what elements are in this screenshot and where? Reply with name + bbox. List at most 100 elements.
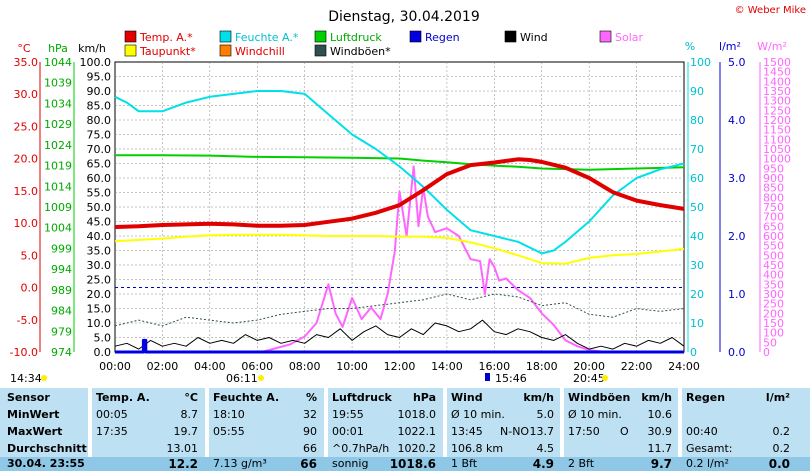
legend-swatch [314, 44, 327, 57]
wind-value-cell: 4.9 [532, 457, 554, 471]
wind-tick-label: 50.0 [87, 201, 112, 214]
solar-tick-label: 900 [763, 172, 784, 185]
wind-tick-label: 40.0 [87, 230, 112, 243]
solar-tick-label: 1350 [763, 85, 791, 98]
solar-tick-label: 50 [763, 336, 777, 349]
chart-legend: Temp. A.* Feuchte A.* Luftdruck Regen Wind So… [124, 30, 644, 58]
legend-label: Windchill [235, 45, 285, 58]
x-tick-label: 12:00 [384, 360, 416, 373]
pressure-tick-label: 1044 [44, 56, 72, 69]
wind-info-cell: 13:45 [451, 425, 483, 438]
stats-row: 30.04. 23:55 12.2 7.13 g/m³ 66 sonnig 1018.6 1… [0, 457, 810, 471]
humidity-tick-label: 80 [690, 114, 704, 127]
temp-value-cell: 13.01 [166, 442, 199, 455]
temp-time-cell: 17:35 [96, 425, 128, 438]
series-regen-line [115, 338, 684, 354]
gust-value-cell: 11.7 [647, 442, 673, 455]
legend-label: Regen [425, 31, 460, 44]
x-axis: 00:00 02:00 04:00 06:00 08:00 10:00 12:00 14:00… [99, 360, 700, 373]
rain-info-cell: Gesamt: [686, 442, 733, 455]
series-temp-a-line [114, 157, 685, 229]
legend-swatch [219, 44, 232, 57]
pressure-tick-label: 1019 [44, 160, 72, 173]
rain-unit-label: l/m² [719, 40, 741, 53]
solar-tick-label: 1500 [763, 56, 791, 69]
wind-tick-label: 30.0 [87, 259, 112, 272]
stats-row-label: MaxWert [7, 425, 63, 438]
axis-units: °C hPa km/h % l/m² W/m² [17, 40, 786, 55]
pres-time-cell: 00:01 [332, 425, 364, 438]
legend-label: Wind [520, 31, 548, 44]
x-tick-label: 06:00 [241, 360, 273, 373]
stats-row-label: 30.04. 23:55 [7, 457, 85, 470]
pres-unit-header: hPa [412, 391, 436, 404]
solar-tick-label: 650 [763, 220, 784, 233]
legend-swatch [504, 30, 517, 43]
hum-value-cell: 66 [303, 442, 317, 455]
hum-value-cell: 90 [303, 425, 317, 438]
wind-tick-label: 55.0 [87, 187, 112, 200]
solar-tick-label: 550 [763, 240, 784, 253]
solar-tick-label: 400 [763, 269, 784, 282]
pres-header: Luftdruck [332, 391, 392, 404]
solar-tick-label: 200 [763, 307, 784, 320]
x-tick-label: 24:00 [668, 360, 700, 373]
left-sun-icon [41, 375, 47, 381]
pressure-tick-label: 1039 [44, 77, 72, 90]
wind-info-cell: 1 Bft [451, 457, 478, 470]
solar-tick-label: 350 [763, 278, 784, 291]
hum-time-cell: 05:55 [213, 425, 245, 438]
gust-unit-header: km/h [641, 391, 672, 404]
legend-swatch [314, 30, 327, 43]
rain-value-cell: 0.2 [772, 425, 791, 438]
legend-label: Feuchte A.* [235, 31, 299, 44]
stats-header-row: Sensor Temp. A. °C Feuchte A. % Luftdruc… [0, 391, 810, 405]
temp-unit-header: °C [184, 391, 198, 404]
hum-value-cell: 32 [303, 408, 317, 421]
rain-tick-label: 3.0 [728, 172, 746, 185]
stats-table: Sensor Temp. A. °C Feuchte A. % Luftdruc… [0, 388, 810, 471]
data-series [114, 90, 685, 354]
temp-tick-label: -5.0 [17, 314, 38, 327]
pres-time-cell: 19:55 [332, 408, 364, 421]
solar-tick-label: 100 [763, 327, 784, 340]
legend-label: Luftdruck [330, 31, 382, 44]
humidity-tick-label: 0 [690, 346, 697, 359]
stats-row: MaxWert 17:35 19.7 05:55 90 00:01 1022.1 13:45 N… [0, 425, 810, 439]
sunrise-sun-icon [258, 375, 264, 381]
wind-info-cell: 106.8 km [451, 442, 504, 455]
x-tick-label: 14:00 [431, 360, 463, 373]
legend-label: Temp. A.* [139, 31, 193, 44]
temp-tick-label: 10.0 [14, 217, 39, 230]
pres-value-cell: 1020.2 [397, 442, 437, 455]
x-tick-label: 04:00 [194, 360, 226, 373]
humidity-tick-label: 50 [690, 201, 704, 214]
wind-tick-label: 15.0 [87, 303, 112, 316]
temp-header: Temp. A. [96, 391, 150, 404]
humidity-tick-label: 90 [690, 85, 704, 98]
legend-swatch [219, 30, 232, 43]
solar-tick-label: 250 [763, 298, 784, 311]
solar-tick-label: 500 [763, 249, 784, 262]
stats-row: Durchschnitt 13.01 66 ^0.7hPa/h 1020.2 106.8 … [0, 442, 810, 456]
legend-label: Solar [615, 31, 644, 44]
solar-tick-label: 1250 [763, 104, 791, 117]
legend-swatch [599, 30, 612, 43]
gust-value-cell: 30.9 [647, 425, 673, 438]
solar-tick-label: 1300 [763, 95, 791, 108]
wind-tick-label: 80.0 [87, 114, 112, 127]
solar-tick-label: 750 [763, 201, 784, 214]
stats-row-label: MinWert [7, 408, 60, 421]
humidity-tick-label: 70 [690, 143, 704, 156]
temp-tick-label: -10.0 [10, 346, 38, 359]
rain-info-cell: 00:40 [686, 425, 718, 438]
temp-unit-label: °C [17, 42, 31, 55]
temp-tick-label: 20.0 [14, 153, 39, 166]
pres-time-cell: sonnig [332, 457, 369, 470]
pres-value-cell: 1018.6 [389, 457, 436, 471]
sunset-sun-icon [602, 375, 608, 381]
sunrise-marker: 06:11 [226, 372, 258, 385]
sunset-marker: 20:45 [573, 372, 605, 385]
solar-tick-label: 300 [763, 288, 784, 301]
pressure-tick-label: 1004 [44, 222, 72, 235]
